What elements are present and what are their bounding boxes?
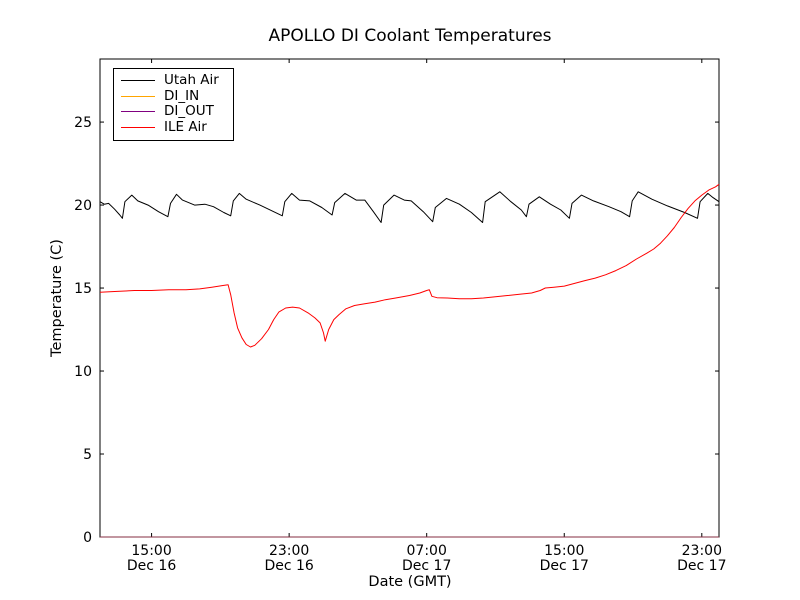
- y-tick-label: 15: [74, 281, 92, 297]
- x-tick-label-date: Dec 17: [677, 558, 726, 574]
- legend-line-sample: [121, 80, 155, 82]
- legend-row: ILE Air: [121, 120, 233, 136]
- x-tick-label-time: 07:00: [407, 543, 447, 559]
- legend-label: ILE Air: [164, 118, 207, 135]
- legend-line-sample: [121, 95, 155, 97]
- y-tick-label: 10: [74, 364, 92, 380]
- y-tick-label: 5: [83, 447, 92, 463]
- x-tick-label-time: 23:00: [269, 543, 309, 559]
- x-tick-label-date: Dec 16: [264, 558, 313, 574]
- legend-label: Utah Air: [164, 72, 219, 88]
- series-ile-air-line: [99, 183, 720, 348]
- y-tick-label: 0: [83, 530, 92, 546]
- x-axis-label: Date (GMT): [368, 574, 452, 590]
- legend-label: DI_OUT: [164, 103, 214, 119]
- y-axis-label: Temperature (C): [49, 239, 65, 357]
- legend-line-sample: [121, 126, 155, 128]
- legend-line-sample: [121, 111, 155, 113]
- series-utah-air-line: [99, 191, 720, 223]
- x-tick-label-time: 15:00: [544, 543, 584, 559]
- legend-row: DI_IN: [121, 89, 233, 105]
- y-tick-label: 25: [74, 115, 92, 131]
- x-tick-label-date: Dec 16: [127, 558, 176, 574]
- legend-row: Utah Air: [121, 73, 233, 89]
- legend-label: DI_IN: [164, 87, 200, 104]
- x-tick-label-date: Dec 17: [540, 558, 589, 574]
- chart-title: APOLLO DI Coolant Temperatures: [268, 26, 552, 46]
- legend-row: DI_OUT: [121, 104, 233, 120]
- x-tick-label-time: 15:00: [131, 543, 171, 559]
- x-tick-label-time: 23:00: [682, 543, 722, 559]
- x-tick-label-date: Dec 17: [402, 558, 451, 574]
- y-tick-label: 20: [74, 198, 92, 214]
- legend: Utah Air DI_IN DI_OUT ILE Air: [113, 68, 234, 141]
